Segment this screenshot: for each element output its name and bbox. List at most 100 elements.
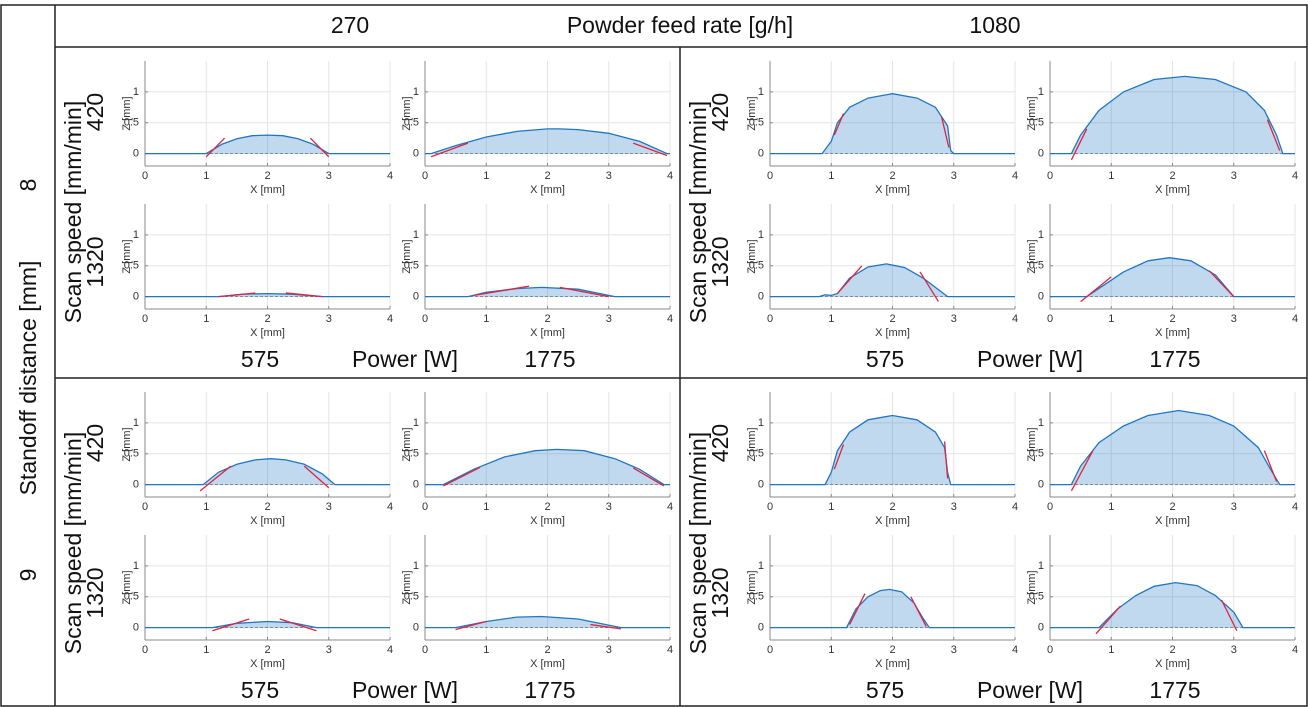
y-tick-label: 1 <box>1038 417 1044 429</box>
scan-speed-value: 420 <box>707 424 733 462</box>
profile-line <box>425 448 670 486</box>
x-tick-label: 2 <box>544 644 550 656</box>
x-tick-label: 0 <box>1047 313 1053 325</box>
y-tick-label: 0 <box>1038 291 1044 303</box>
y-tick-label: 0.5 <box>124 260 139 272</box>
y-axis-label: Z [mm] <box>121 239 133 273</box>
y-axis-label: Z [mm] <box>1026 239 1038 273</box>
tangent-line <box>836 265 863 294</box>
x-tick-label: 3 <box>606 501 612 513</box>
x-tick-label: 1 <box>1108 644 1114 656</box>
tangent-line <box>590 623 622 630</box>
x-tick-label: 0 <box>422 644 428 656</box>
x-tick-label: 3 <box>1231 313 1237 325</box>
plot: 0 1 2 3 4 0 0.5 1 X [mm] Z [mm] <box>1026 204 1298 339</box>
scan-speed-value: 1320 <box>707 236 733 287</box>
scan-speed-label: Scan speed [mm/min] <box>60 432 86 654</box>
x-tick-label: 3 <box>1231 501 1237 513</box>
x-tick-label: 1 <box>1108 313 1114 325</box>
y-axis-label: Z [mm] <box>1026 570 1038 604</box>
profile-area <box>1050 76 1295 154</box>
y-tick-label: 0.5 <box>404 591 419 603</box>
x-tick-label: 1 <box>828 644 834 656</box>
x-axis-label: X [mm] <box>530 184 565 196</box>
x-tick-label: 4 <box>1012 313 1018 325</box>
plot: 0 1 2 3 4 0 0.5 1 X [mm] Z [mm] <box>746 535 1018 670</box>
y-tick-label: 0 <box>413 622 419 634</box>
y-tick-label: 0.5 <box>1029 117 1044 129</box>
profile-area <box>425 287 670 297</box>
tangent-line <box>833 113 845 136</box>
x-tick-label: 0 <box>142 170 148 182</box>
profile-line <box>425 615 670 629</box>
tangent-line <box>1095 605 1121 635</box>
plot: 0 1 2 3 4 0 0.5 1 X [mm] Z [mm] <box>121 204 393 339</box>
tangent-line <box>633 142 668 157</box>
tangent-line <box>199 465 232 492</box>
plot: 0 1 2 3 4 0 0.5 1 X [mm] Z [mm] <box>401 61 673 196</box>
profile-line <box>1050 581 1295 629</box>
x-axis-label: X [mm] <box>250 515 285 527</box>
x-tick-label: 2 <box>1169 644 1175 656</box>
x-tick-label: 0 <box>1047 501 1053 513</box>
profile-line <box>425 286 670 298</box>
x-tick-label: 4 <box>387 170 393 182</box>
power-value: 575 <box>866 346 904 372</box>
y-tick-label: 0 <box>133 479 139 491</box>
y-tick-label: 0.5 <box>404 117 419 129</box>
x-tick-label: 3 <box>326 313 332 325</box>
y-axis-label: Z [mm] <box>121 570 133 604</box>
x-tick-label: 0 <box>1047 170 1053 182</box>
y-tick-label: 0 <box>133 622 139 634</box>
x-tick-label: 4 <box>1012 644 1018 656</box>
x-tick-label: 4 <box>387 644 393 656</box>
x-tick-label: 2 <box>1169 501 1175 513</box>
y-tick-label: 1 <box>1038 229 1044 241</box>
y-axis-label: Z [mm] <box>746 239 758 273</box>
tangent-line <box>430 142 469 158</box>
scan-speed-label: Scan speed [mm/min] <box>60 101 86 323</box>
power-value: 575 <box>241 346 279 372</box>
tangent-line <box>940 116 950 148</box>
plot: 0 1 2 3 4 0 0.5 1 X [mm] Z [mm] <box>121 535 393 670</box>
profile-line <box>770 588 1015 629</box>
y-tick-label: 0.5 <box>1029 260 1044 272</box>
x-axis-label: X [mm] <box>875 184 910 196</box>
plot: 0 1 2 3 4 0 0.5 1 X [mm] Z [mm] <box>401 392 673 527</box>
x-tick-label: 1 <box>828 313 834 325</box>
scan-speed-value: 1320 <box>82 236 108 287</box>
tangent-line <box>473 285 530 297</box>
y-tick-label: 0.5 <box>404 260 419 272</box>
x-tick-label: 2 <box>264 644 270 656</box>
x-tick-label: 4 <box>1012 501 1018 513</box>
x-tick-label: 4 <box>387 313 393 325</box>
x-axis-label: X [mm] <box>1155 327 1190 339</box>
x-tick-label: 1 <box>203 644 209 656</box>
profile-area <box>145 293 390 297</box>
y-axis-label: Z [mm] <box>746 570 758 604</box>
tangent-line <box>455 620 487 631</box>
y-tick-label: 0 <box>413 148 419 160</box>
tangent-line <box>303 465 330 489</box>
y-axis-label: Z [mm] <box>401 427 413 461</box>
power-value: 1775 <box>1149 346 1200 372</box>
x-tick-label: 2 <box>889 501 895 513</box>
feed-low: 270 <box>331 12 369 38</box>
x-tick-label: 2 <box>889 644 895 656</box>
x-axis-label: X [mm] <box>250 184 285 196</box>
tangent-line <box>910 596 927 627</box>
x-tick-label: 0 <box>422 501 428 513</box>
profile-area <box>425 616 670 628</box>
x-tick-label: 3 <box>606 170 612 182</box>
y-axis-label: Z [mm] <box>1026 96 1038 130</box>
profile-line <box>770 93 1015 155</box>
tangent-line <box>1080 276 1112 303</box>
x-tick-label: 3 <box>951 501 957 513</box>
scan-speed-value: 420 <box>82 424 108 462</box>
y-tick-label: 1 <box>758 560 764 572</box>
y-tick-label: 1 <box>758 417 764 429</box>
plot: 0 1 2 3 4 0 0.5 1 X [mm] Z [mm] <box>746 204 1018 339</box>
tangent-line <box>1220 599 1238 632</box>
y-tick-label: 0 <box>758 622 764 634</box>
y-tick-label: 1 <box>758 229 764 241</box>
